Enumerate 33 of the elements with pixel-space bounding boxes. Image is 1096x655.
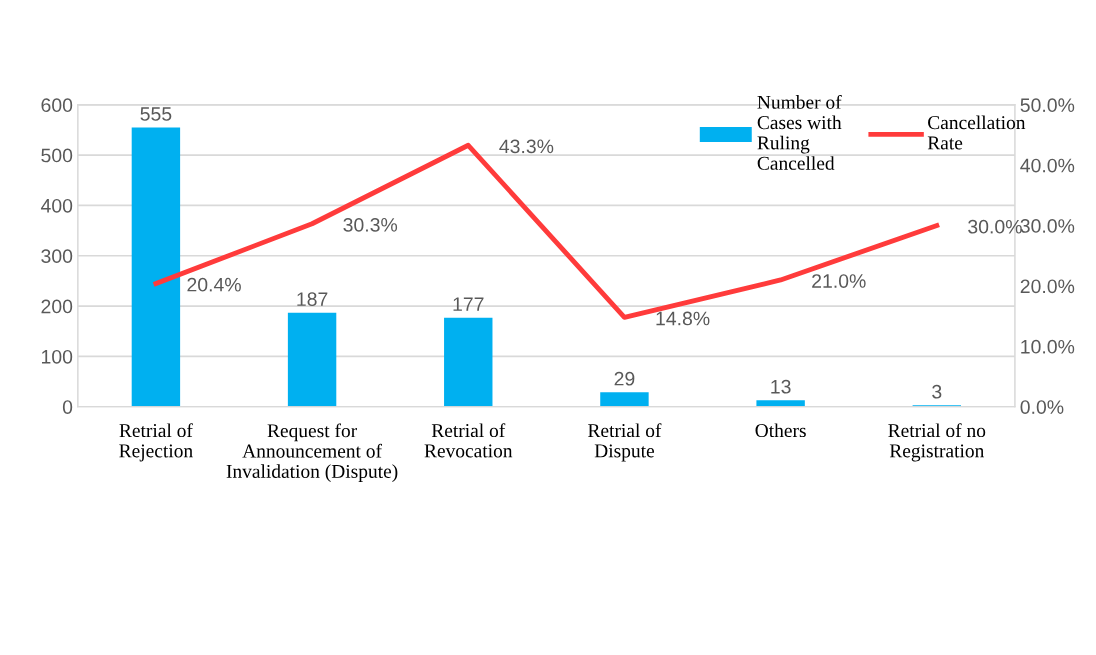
data-label: 3: [932, 384, 942, 399]
y-tick-label: 600: [41, 98, 73, 113]
y-tick-label: 400: [40, 198, 73, 213]
legend-label: Cancellation Rate: [927, 115, 1026, 150]
x-tick-label: Retrial of Rejection: [119, 423, 193, 462]
y-tick-label: 500: [41, 148, 73, 163]
y2-tick-label: 0.0%: [1020, 400, 1064, 414]
data-label: 187: [297, 292, 328, 307]
data-label: 30.3%: [343, 218, 398, 232]
y-tick-label: 0: [62, 400, 73, 414]
y2-tick-label: 50.0%: [1020, 98, 1075, 113]
y2-tick-label: 40.0%: [1020, 158, 1075, 173]
x-tick-label: Retrial of Revocation: [424, 423, 513, 458]
data-label: 13: [771, 379, 791, 394]
y-tick-label: 200: [41, 299, 73, 314]
data-label: 20.4%: [187, 277, 241, 292]
y2-tick-label: 20.0%: [1020, 279, 1075, 294]
data-label: 29: [614, 371, 635, 386]
y-tick-label: 300: [41, 249, 73, 264]
data-label: 30.0%: [968, 219, 1022, 234]
y2-tick-label: 30.0%: [1020, 219, 1075, 233]
y2-tick-label: 10.0%: [1021, 339, 1075, 354]
x-tick-label: Retrial of no Registration: [888, 423, 986, 462]
data-label: 177: [453, 297, 484, 311]
x-tick-label: Others: [755, 423, 806, 438]
x-tick-label: Retrial of Dispute: [588, 423, 662, 462]
data-label: 555: [140, 107, 172, 121]
y-tick-label: 100: [42, 349, 73, 364]
legend-label: Number of Cases with Ruling Cancelled: [757, 94, 842, 170]
x-tick-label: Request for Announcement of Invalidation (Dispute): [226, 423, 398, 482]
data-label: 21.0%: [812, 274, 866, 288]
data-label: 43.3%: [499, 139, 554, 154]
data-label: 14.8%: [656, 311, 710, 326]
